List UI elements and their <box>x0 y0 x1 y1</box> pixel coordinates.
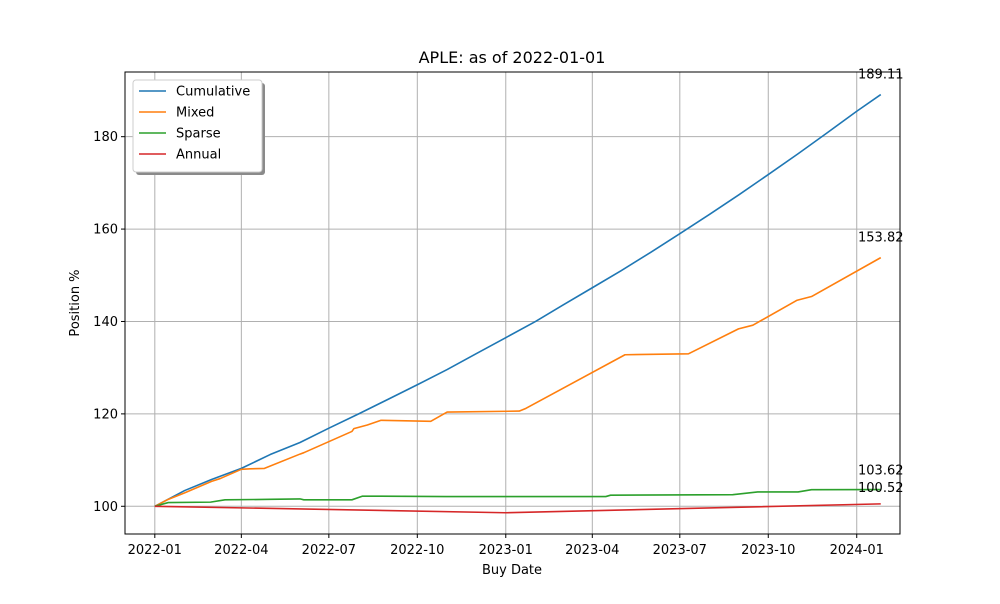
end-label-annual: 100.52 <box>858 481 904 496</box>
series-line-cumulative <box>154 93 882 507</box>
legend: Cumulative Mixed Sparse Annual <box>132 79 265 175</box>
x-tick-label: 2024-01 <box>830 543 884 558</box>
series-line-annual <box>154 503 881 514</box>
y-tick-label: 160 <box>93 223 118 238</box>
y-axis-title: Position % <box>68 269 83 336</box>
end-label-mixed: 153.82 <box>858 231 904 246</box>
series-lines <box>154 93 882 514</box>
y-tick-label: 100 <box>93 500 118 515</box>
chart-title: APLE: as of 2022-01-01 <box>419 48 606 67</box>
y-tick-label: 120 <box>93 407 118 422</box>
axis-ticks: 2022-01 2022-04 2022-07 2022-10 2023-01 2023-… <box>93 130 884 558</box>
plot-frame <box>124 71 901 535</box>
x-axis-title: Buy Date <box>482 563 542 578</box>
series-line-mixed <box>154 256 882 507</box>
x-tick-label: 2022-07 <box>302 543 356 558</box>
x-tick-label: 2022-01 <box>128 543 182 558</box>
legend-box <box>132 79 263 173</box>
y-tick-label: 140 <box>93 315 118 330</box>
legend-label-annual: Annual <box>176 148 221 163</box>
end-value-labels: 189.11 153.82 103.62 100.52 <box>858 68 904 496</box>
end-label-cumulative: 189.11 <box>858 68 904 83</box>
end-label-sparse: 103.62 <box>858 464 904 479</box>
legend-label-cumulative: Cumulative <box>176 85 250 100</box>
x-tick-label: 2023-01 <box>479 543 533 558</box>
x-tick-label: 2022-10 <box>390 543 444 558</box>
x-tick-label: 2022-04 <box>214 543 268 558</box>
x-tick-label: 2023-10 <box>741 543 795 558</box>
legend-label-mixed: Mixed <box>176 106 214 121</box>
y-tick-label: 180 <box>93 130 118 145</box>
x-tick-label: 2023-04 <box>565 543 619 558</box>
x-tick-label: 2023-07 <box>653 543 707 558</box>
series-line-sparse <box>154 488 881 508</box>
legend-label-sparse: Sparse <box>176 127 221 142</box>
